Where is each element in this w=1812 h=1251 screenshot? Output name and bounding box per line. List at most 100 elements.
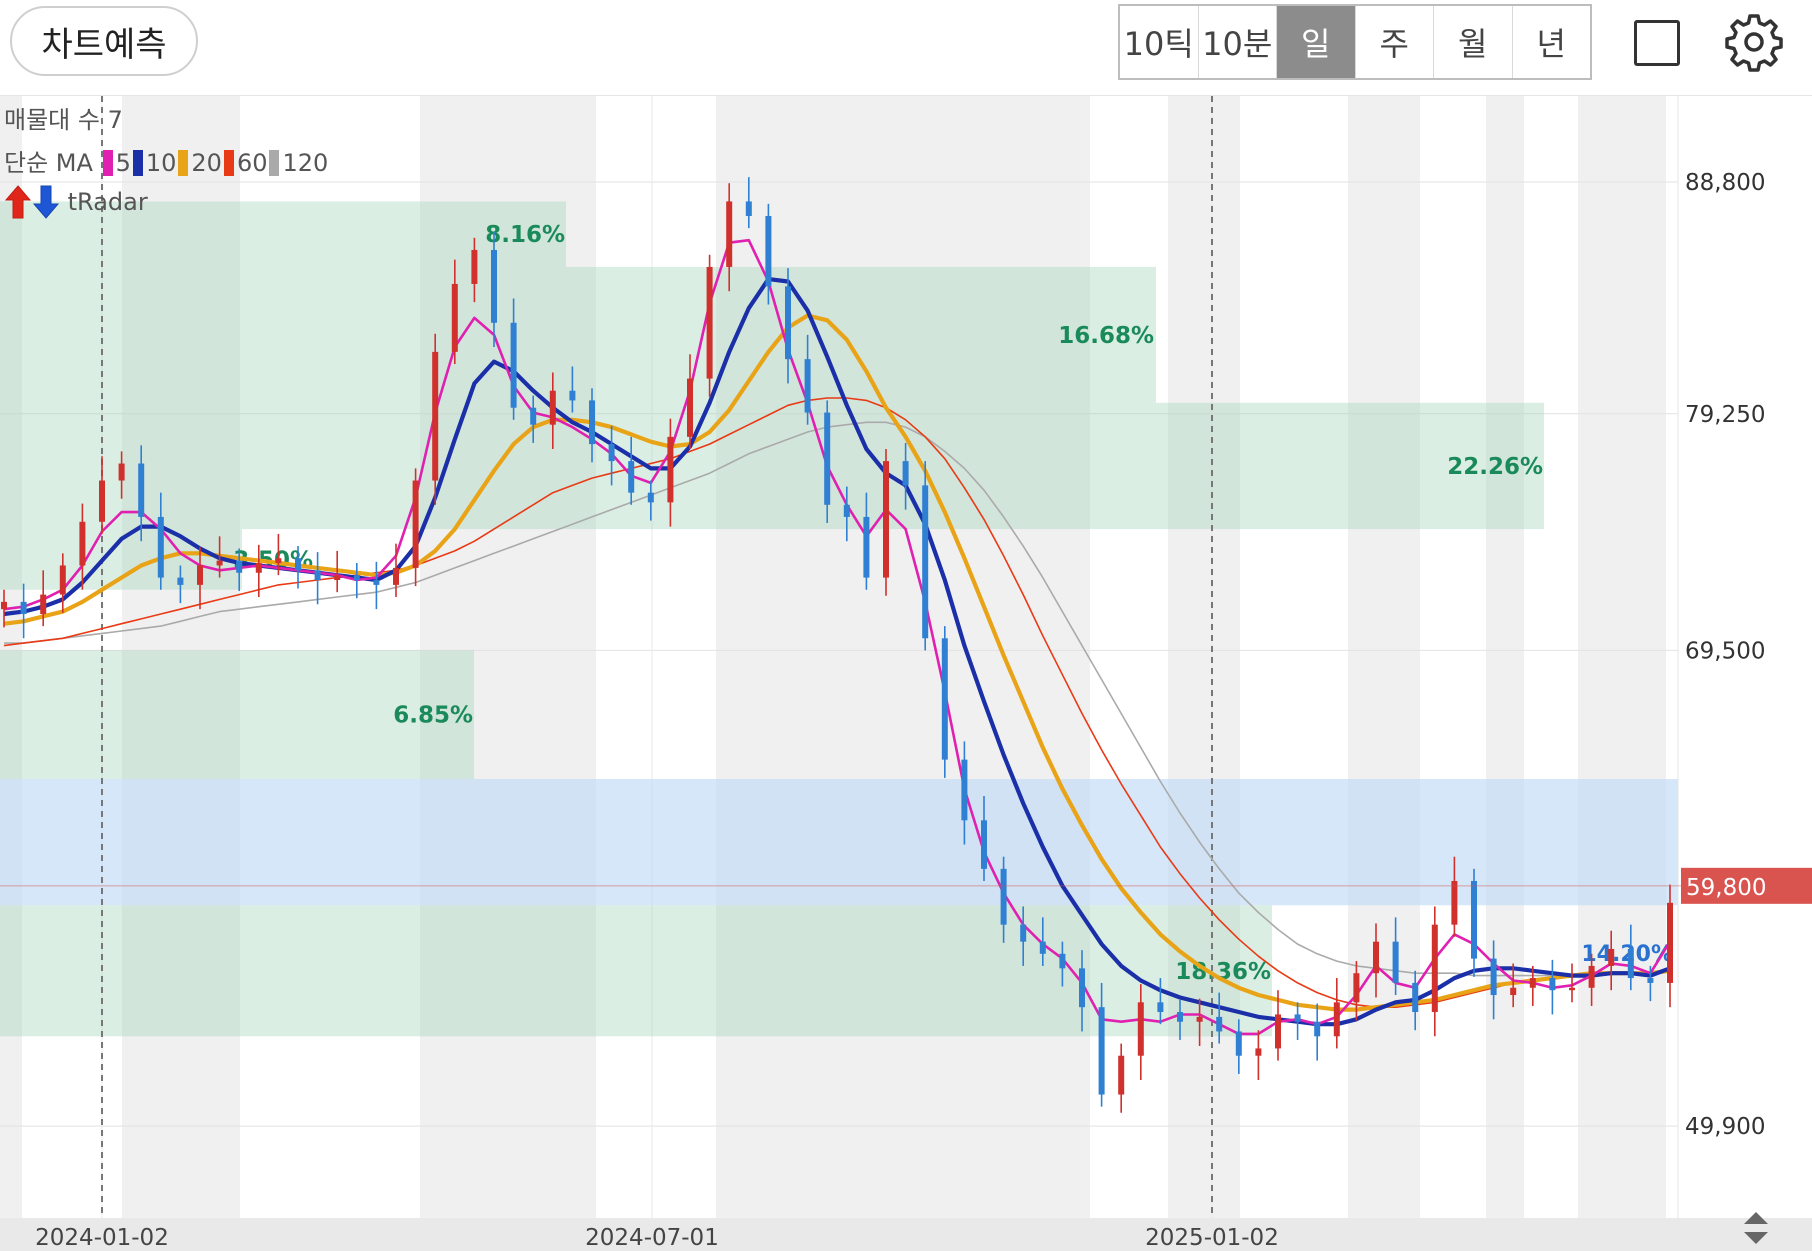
price-chart[interactable]: 8.16%16.68%22.26%3.50%6.85%18.36%14.20%8… bbox=[0, 96, 1812, 1251]
date-axis-bar bbox=[0, 1218, 1812, 1251]
candle-body-46 bbox=[902, 461, 909, 486]
volume-zone-2 bbox=[0, 266, 1156, 403]
ma-swatch-3 bbox=[223, 150, 234, 176]
candle-body-23 bbox=[451, 283, 458, 352]
candle-body-10 bbox=[197, 565, 203, 585]
candle-body-33 bbox=[647, 492, 654, 503]
zone-label-4: 6.85% bbox=[393, 703, 473, 729]
ma-legend: 단순 MA 5 10 20 60 120 bbox=[4, 143, 328, 178]
candle-body-25 bbox=[491, 249, 497, 323]
candle-body-7 bbox=[138, 463, 145, 517]
candle-body-17 bbox=[334, 575, 341, 581]
candle-body-67 bbox=[1314, 1021, 1321, 1037]
period-selector: 10틱 10분 일 주 월 년 bbox=[1118, 4, 1592, 80]
candle-body-21 bbox=[412, 480, 419, 568]
candle-body-48 bbox=[941, 638, 948, 760]
ma-label-2: 20 bbox=[191, 149, 222, 177]
toolbar-divider bbox=[0, 95, 1812, 96]
resize-handle-icon[interactable] bbox=[1744, 1212, 1768, 1244]
candle-body-4 bbox=[79, 521, 86, 566]
candle-body-73 bbox=[1431, 924, 1438, 1013]
ma120-line bbox=[4, 421, 1671, 977]
date-tick-2: 2025-01-02 bbox=[1145, 1225, 1279, 1251]
candle-body-62 bbox=[1216, 1016, 1223, 1032]
volume-profile-label: 매물대 수 7 bbox=[4, 106, 123, 134]
period-tab-1[interactable]: 10분 bbox=[1199, 6, 1277, 78]
period-tab-3[interactable]: 주 bbox=[1356, 6, 1434, 78]
candle-body-5 bbox=[99, 480, 105, 522]
candle-body-79 bbox=[1549, 978, 1556, 991]
candle-body-47 bbox=[922, 485, 929, 639]
candle-body-1 bbox=[20, 601, 27, 615]
candle-body-16 bbox=[314, 570, 321, 581]
candle-body-29 bbox=[569, 390, 576, 401]
period-tab-4[interactable]: 월 bbox=[1434, 6, 1513, 78]
date-tick-0: 2024-01-02 bbox=[35, 1225, 169, 1251]
candle-body-59 bbox=[1157, 1002, 1164, 1013]
candle-body-40 bbox=[785, 286, 791, 360]
candle-body-11 bbox=[216, 560, 223, 566]
bg-stripe-6 bbox=[1486, 96, 1524, 1218]
candle-body-8 bbox=[157, 516, 164, 578]
candle-body-2 bbox=[40, 594, 47, 615]
candle-body-22 bbox=[432, 351, 439, 481]
candle-body-68 bbox=[1333, 1002, 1340, 1037]
period-tab-2[interactable]: 일 bbox=[1277, 6, 1356, 78]
ma-swatch-4 bbox=[269, 150, 280, 176]
candle-body-31 bbox=[608, 444, 615, 462]
candle-body-60 bbox=[1177, 1012, 1183, 1022]
candle-body-63 bbox=[1235, 1031, 1242, 1056]
candle-body-41 bbox=[804, 359, 811, 413]
price-tick-0: 88,800 bbox=[1685, 170, 1765, 196]
candle-body-34 bbox=[667, 436, 674, 503]
price-tick-2: 69,500 bbox=[1685, 638, 1765, 664]
candle-body-61 bbox=[1196, 1016, 1203, 1022]
volume-zone-1 bbox=[0, 402, 1544, 530]
volume-zone-4 bbox=[0, 905, 1272, 1037]
date-tick-1: 2024-07-01 bbox=[585, 1225, 719, 1251]
square-icon[interactable] bbox=[1634, 20, 1680, 66]
candle-body-66 bbox=[1294, 1014, 1301, 1022]
gear-icon[interactable] bbox=[1724, 12, 1784, 72]
candle-body-82 bbox=[1608, 948, 1615, 966]
candle-body-39 bbox=[765, 215, 772, 287]
candle-body-3 bbox=[59, 565, 66, 595]
bg-stripe-7 bbox=[1578, 96, 1666, 1218]
volume-zone-6 bbox=[0, 650, 474, 780]
candle-body-37 bbox=[726, 201, 733, 267]
bg-stripe-0 bbox=[0, 96, 22, 1218]
candle-body-27 bbox=[530, 407, 537, 425]
candle-body-24 bbox=[471, 249, 478, 284]
period-tab-5[interactable]: 년 bbox=[1536, 25, 1566, 63]
candle-body-20 bbox=[393, 567, 399, 585]
candle-body-15 bbox=[295, 558, 301, 571]
candle-body-80 bbox=[1569, 987, 1575, 991]
candle-body-78 bbox=[1529, 978, 1536, 988]
ma-swatch-0 bbox=[102, 150, 113, 176]
candle-body-52 bbox=[1020, 924, 1027, 942]
candle-body-56 bbox=[1098, 1007, 1105, 1095]
ma5-line bbox=[3, 238, 1672, 1036]
candle-body-58 bbox=[1137, 1002, 1144, 1056]
candle-body-18 bbox=[353, 575, 360, 581]
price-tick-1: 79,250 bbox=[1685, 402, 1765, 428]
candle-body-85 bbox=[1667, 902, 1673, 983]
candle-body-57 bbox=[1118, 1055, 1125, 1095]
ma-swatch-1 bbox=[132, 150, 143, 176]
radar-arrows bbox=[4, 185, 60, 219]
candle-body-69 bbox=[1353, 973, 1360, 1003]
candle-body-42 bbox=[824, 412, 831, 505]
candle-body-71 bbox=[1392, 941, 1399, 983]
ma-label-3: 60 bbox=[236, 149, 268, 177]
candle-body-75 bbox=[1471, 880, 1477, 959]
ma-title: 단순 MA bbox=[4, 149, 93, 177]
candle-body-55 bbox=[1079, 968, 1085, 1008]
candle-body-32 bbox=[628, 461, 635, 493]
candle-body-74 bbox=[1451, 880, 1458, 925]
bg-stripe-1 bbox=[122, 96, 240, 1218]
candle-body-72 bbox=[1412, 982, 1419, 1013]
chart-predict-button[interactable]: 차트예측 bbox=[10, 6, 198, 76]
candle-body-84 bbox=[1647, 978, 1654, 983]
period-tab-0[interactable]: 10틱 bbox=[1120, 6, 1199, 78]
candle-body-36 bbox=[706, 266, 713, 379]
